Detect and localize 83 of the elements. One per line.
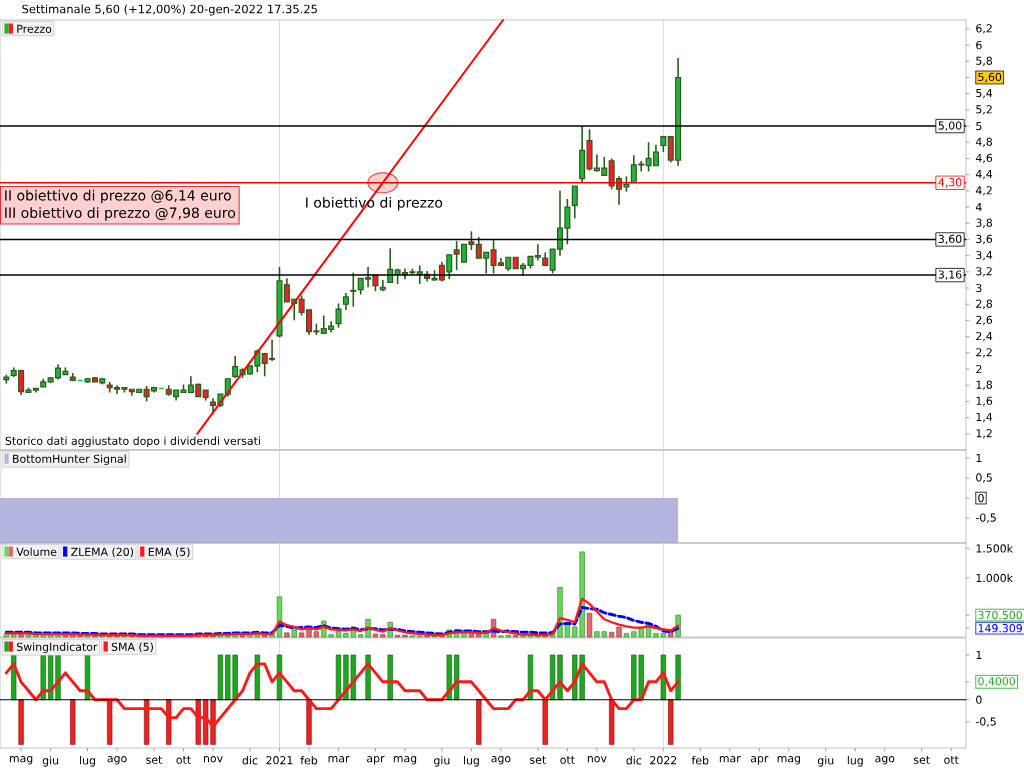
annotation: II obiettivo di prezzo @6,14 euro [5,189,231,204]
x-tick-label: mag [393,756,417,765]
ref-line-label: 3,60 [938,234,962,245]
x-tick-label: ago [875,756,895,765]
x-tick-label: ott [176,756,191,764]
legend-label: EMA (5) [148,547,190,558]
x-tick-label: lug [463,756,479,767]
x-tick-label: ago [491,756,511,765]
y-tick-label: 3,2 [976,267,992,277]
x-tick-label: giu [42,756,59,767]
x-tick-label: set [146,756,163,764]
y-tick-label: 4,2 [975,186,992,196]
x-tick-label: 2022 [650,756,677,765]
x-tick-label: nov [587,756,607,763]
y-tick-label: 4,6 [975,153,993,164]
x-tick-label: dic [626,756,642,765]
y-tick-label: 0 [976,695,982,704]
y-tick-label: 149.309 [978,624,1022,633]
x-tick-label: lug [847,756,863,767]
x-tick-label: apr [367,756,385,765]
y-tick-label: 1.000k [976,573,1013,583]
ref-line-label: 5,00 [938,121,962,131]
x-tick-label: lug [80,756,95,767]
y-tick-label: 1,2 [976,429,992,439]
y-tick-label: 1,8 [976,380,993,390]
y-tick-label: -0,5 [975,513,996,523]
x-tick-label: giu [434,756,450,767]
x-tick-label: mag [9,756,33,765]
x-tick-label: ago [107,756,127,765]
y-tick-label: 4,4 [975,170,993,180]
ref-line-label: 4,30 [938,178,962,188]
y-tick-label: 370.500 [978,610,1022,620]
y-tick-label: -0,5 [975,717,996,727]
y-tick-label: 2,6 [976,315,993,326]
legend-label: Prezzo [17,24,52,33]
x-tick-label: mag [777,756,800,765]
y-tick-label: 6 [976,40,982,50]
legend-label: Volume [16,547,57,556]
y-tick-label: 3,4 [976,250,993,261]
y-tick-label: 5,60 [978,72,1002,83]
y-tick-label: 1,4 [976,412,993,423]
x-tick-label: feb [691,756,709,765]
y-tick-label: 0,5 [976,473,992,483]
y-tick-label: 1.500k [976,544,1013,553]
x-tick-label: mar [328,756,350,763]
y-tick-label: 3 [976,283,982,293]
y-tick-label: 1,6 [976,396,993,407]
y-tick-label: 5,4 [976,89,993,99]
y-tick-label: 0,4000 [978,677,1016,687]
x-tick-label: ott [560,756,575,764]
legend-label: SMA (5) [111,642,153,653]
legend-label: ZLEMA (20) [71,547,134,558]
y-tick-label: 5 [976,122,982,131]
x-tick-label: nov [203,756,223,763]
x-tick-label: giu [817,756,834,767]
x-tick-label: set [530,756,546,764]
y-tick-label: 6,2 [976,24,992,34]
y-tick-label: 1 [976,454,982,462]
annotation: Storico dati aggiustato dopo i dividendi versati [5,436,260,448]
y-tick-label: 2 [976,364,982,374]
x-tick-label: set [913,756,930,764]
y-tick-label: 3,6 [976,234,993,245]
legend-label: BottomHunter Signal [13,454,126,466]
chart-title: Settimanale 5,60 (+12,00%) 20-gen-2022 17.35.25 [22,4,317,16]
legend-label: SwingIndicator [16,642,98,654]
ref-line-label: 3,16 [938,270,962,280]
y-tick-label: 4 [975,203,982,212]
y-tick-label: 3,8 [976,218,993,228]
annotation: III obiettivo di prezzo @7,98 euro [5,207,236,221]
x-tick-label: apr [750,756,769,765]
y-tick-label: 1 [976,651,982,659]
x-tick-label: feb [300,756,318,765]
y-tick-label: 2,4 [976,331,993,342]
x-tick-label: 2021 [266,756,293,765]
y-tick-label: 2,2 [976,348,992,358]
y-tick-label: 2,8 [976,299,993,309]
y-tick-label: 5,8 [976,56,993,66]
y-tick-label: 5,2 [976,105,992,115]
y-tick-label: 0 [978,493,984,503]
x-tick-label: mar [719,756,741,763]
y-tick-label: 4,8 [975,137,993,147]
x-tick-label: ott [944,756,959,764]
x-tick-label: dic [242,756,258,765]
